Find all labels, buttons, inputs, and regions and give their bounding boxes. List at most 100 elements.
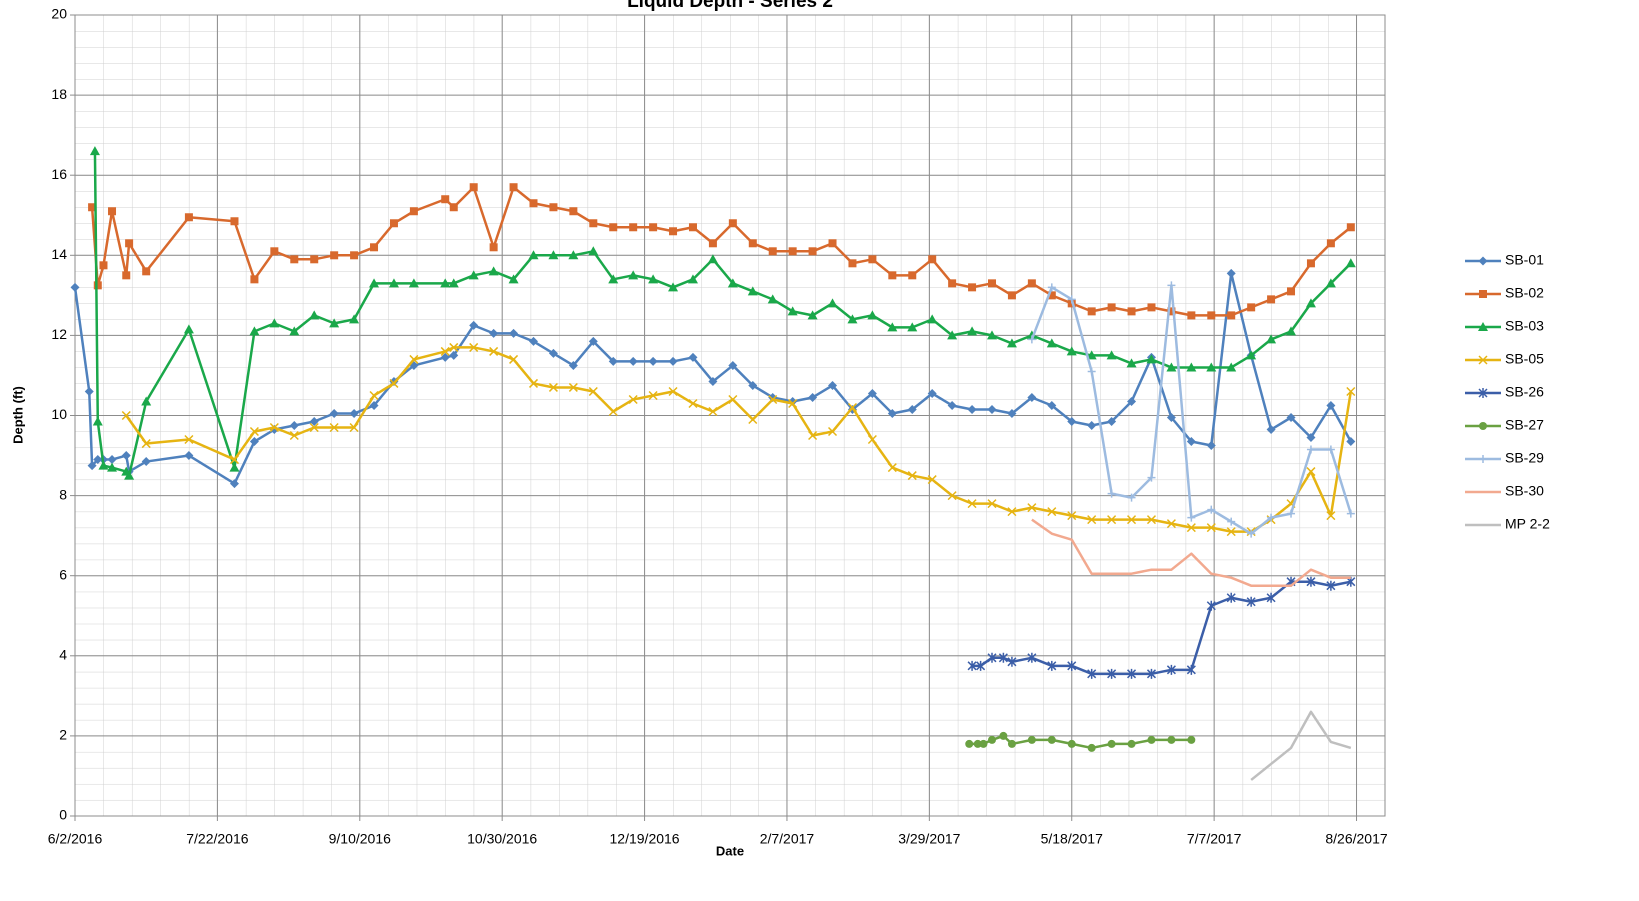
marker xyxy=(609,223,618,232)
marker xyxy=(908,271,917,280)
marker xyxy=(608,274,619,284)
legend-label: MP 2-2 xyxy=(1505,516,1550,532)
legend-item: SB-03 xyxy=(1465,318,1544,334)
marker xyxy=(124,470,135,480)
marker xyxy=(668,386,678,397)
marker xyxy=(1227,311,1236,320)
marker xyxy=(448,278,459,288)
marker xyxy=(1287,509,1296,518)
marker xyxy=(968,283,977,292)
marker xyxy=(141,457,151,467)
marker xyxy=(1067,295,1076,304)
marker xyxy=(449,203,458,212)
marker xyxy=(1166,664,1176,675)
marker xyxy=(887,463,897,473)
marker xyxy=(548,348,558,358)
marker xyxy=(1047,735,1056,744)
marker xyxy=(628,394,638,405)
marker xyxy=(868,255,877,264)
marker xyxy=(867,434,877,445)
marker xyxy=(509,328,519,338)
marker xyxy=(1147,473,1156,482)
marker xyxy=(847,402,857,413)
marker xyxy=(1107,417,1117,427)
legend-label: SB-05 xyxy=(1505,351,1544,367)
legend-label: SB-26 xyxy=(1505,384,1544,400)
series-line xyxy=(1031,518,1351,587)
marker xyxy=(648,390,658,401)
marker xyxy=(1226,592,1236,603)
marker xyxy=(1478,256,1488,266)
marker xyxy=(107,455,117,465)
marker xyxy=(1226,268,1236,278)
x-tick-label: 9/10/2016 xyxy=(329,831,391,847)
marker xyxy=(648,274,659,284)
marker xyxy=(549,203,558,212)
marker xyxy=(70,282,80,292)
marker xyxy=(728,360,738,370)
marker xyxy=(976,660,986,671)
marker xyxy=(330,251,339,260)
x-tick-label: 5/18/2017 xyxy=(1041,831,1103,847)
marker xyxy=(1326,511,1336,521)
marker xyxy=(1226,527,1236,537)
marker xyxy=(688,352,698,362)
marker xyxy=(1127,307,1136,316)
x-tick-label: 7/22/2016 xyxy=(186,831,248,847)
marker xyxy=(1207,505,1216,514)
marker xyxy=(1345,258,1356,268)
marker xyxy=(1326,239,1335,248)
marker xyxy=(289,421,299,431)
marker xyxy=(230,217,239,226)
marker xyxy=(250,275,259,284)
marker xyxy=(1007,408,1017,418)
marker xyxy=(489,328,499,338)
marker xyxy=(1107,515,1117,525)
marker xyxy=(1346,386,1356,397)
marker xyxy=(1007,291,1016,300)
marker xyxy=(1167,735,1176,744)
marker xyxy=(1027,652,1037,663)
marker xyxy=(1206,362,1217,372)
marker xyxy=(947,330,958,340)
marker xyxy=(1007,507,1017,517)
marker xyxy=(1127,515,1137,525)
x-tick-label: 3/29/2017 xyxy=(898,831,960,847)
marker xyxy=(1226,362,1237,372)
marker xyxy=(184,213,193,222)
marker xyxy=(1166,413,1176,423)
marker xyxy=(1147,303,1156,312)
x-tick-label: 7/7/2017 xyxy=(1187,831,1242,847)
x-tick-label: 10/30/2016 xyxy=(467,831,537,847)
marker xyxy=(548,382,558,392)
marker xyxy=(440,352,450,362)
y-tick-label: 8 xyxy=(59,486,67,502)
marker xyxy=(369,390,379,401)
marker xyxy=(867,388,877,398)
marker xyxy=(1246,596,1256,607)
marker xyxy=(828,239,837,248)
marker xyxy=(1478,388,1488,398)
marker xyxy=(1326,580,1336,591)
marker xyxy=(668,282,679,292)
marker xyxy=(440,346,450,356)
marker xyxy=(1326,445,1335,454)
marker xyxy=(608,406,618,417)
marker xyxy=(389,378,399,388)
marker xyxy=(1206,600,1216,611)
marker xyxy=(468,270,479,280)
marker xyxy=(329,422,339,433)
marker xyxy=(1067,660,1077,671)
marker xyxy=(1287,287,1296,296)
marker xyxy=(827,298,838,308)
marker xyxy=(947,400,957,410)
marker xyxy=(988,279,996,288)
legend-item: SB-30 xyxy=(1465,483,1544,499)
marker xyxy=(108,207,117,216)
marker xyxy=(529,199,538,208)
marker xyxy=(1206,523,1216,533)
marker xyxy=(1346,509,1355,518)
marker xyxy=(1047,291,1056,300)
marker xyxy=(529,336,538,346)
marker xyxy=(84,386,94,396)
